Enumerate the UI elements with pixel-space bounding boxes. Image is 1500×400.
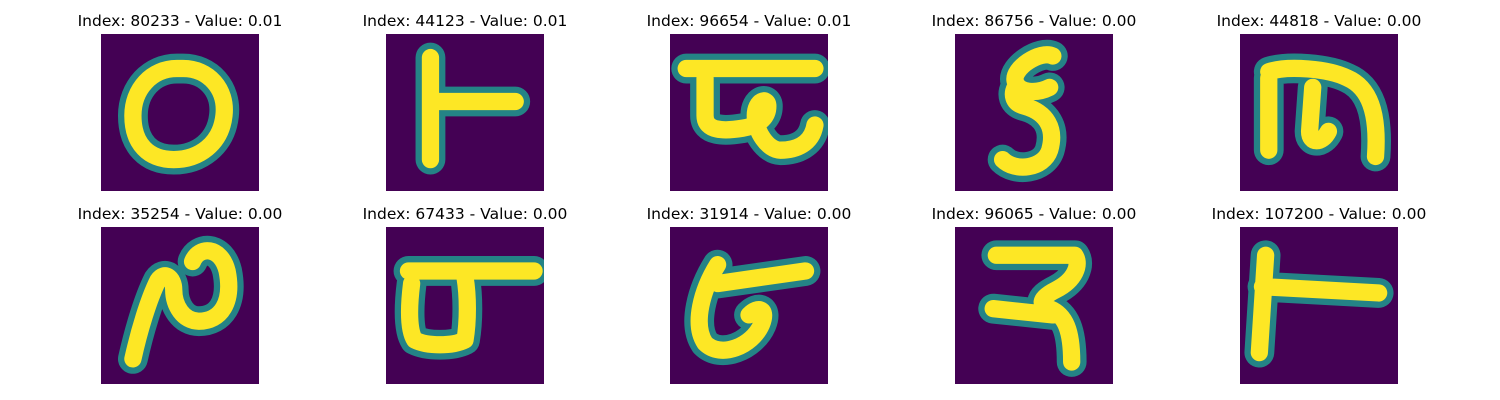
panel-9: Index: 96065 - Value: 0.00	[909, 205, 1159, 385]
digit-image	[1240, 34, 1398, 191]
panel-4: Index: 86756 - Value: 0.00	[909, 12, 1159, 192]
digit-image	[670, 227, 828, 384]
digit-image	[386, 34, 544, 191]
panel-7: Index: 67433 - Value: 0.00	[340, 205, 590, 385]
panel-title: Index: 96065 - Value: 0.00	[931, 205, 1137, 223]
panel-title: Index: 96654 - Value: 0.01	[646, 12, 852, 30]
digit-image	[955, 227, 1113, 384]
glyph-bar-box	[393, 256, 544, 360]
digit-image	[386, 227, 544, 384]
glyph-bar-loop	[671, 53, 828, 166]
panel-1: Index: 80233 - Value: 0.01	[55, 12, 305, 192]
glyph-zero-like	[117, 53, 240, 175]
digit-image	[101, 34, 259, 191]
panel-title: Index: 86756 - Value: 0.00	[931, 12, 1137, 30]
glyph-bar-hook	[684, 249, 821, 366]
panel-3: Index: 96654 - Value: 0.01	[624, 12, 874, 192]
digit-image	[101, 227, 259, 384]
digit-image	[670, 34, 828, 191]
panel-title: Index: 107200 - Value: 0.00	[1211, 205, 1427, 223]
digit-image	[1240, 227, 1398, 384]
glyph-t-like	[1244, 240, 1394, 368]
digit-image	[955, 34, 1113, 191]
glyph-ra-like	[978, 240, 1092, 377]
panel-title: Index: 35254 - Value: 0.00	[77, 205, 283, 223]
panel-title: Index: 80233 - Value: 0.01	[77, 12, 283, 30]
panel-8: Index: 31914 - Value: 0.00	[624, 205, 874, 385]
panel-title: Index: 67433 - Value: 0.00	[362, 205, 568, 223]
panel-10: Index: 107200 - Value: 0.00	[1194, 205, 1444, 385]
panel-5: Index: 44818 - Value: 0.00	[1194, 12, 1444, 192]
panel-6: Index: 35254 - Value: 0.00	[55, 205, 305, 385]
glyph-five-like	[987, 39, 1068, 182]
glyph-n-loop	[117, 235, 244, 374]
panel-title: Index: 44123 - Value: 0.01	[362, 12, 568, 30]
glyph-t-like	[415, 42, 531, 175]
glyph-three-prong	[1253, 53, 1391, 172]
panel-title: Index: 31914 - Value: 0.00	[646, 205, 852, 223]
panel-2: Index: 44123 - Value: 0.01	[340, 12, 590, 192]
panel-title: Index: 44818 - Value: 0.00	[1216, 12, 1422, 30]
